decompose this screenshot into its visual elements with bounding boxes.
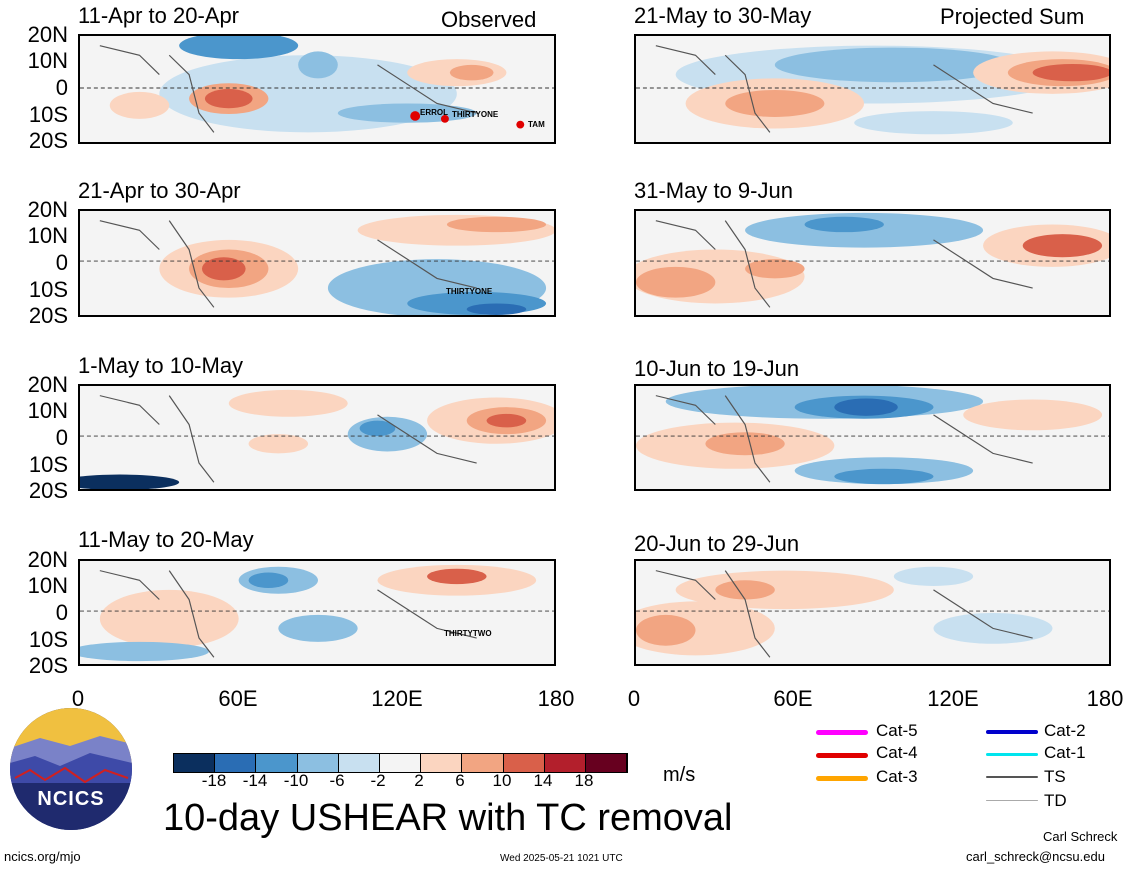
colorbar-cell bbox=[338, 754, 380, 772]
lat-label: 0 bbox=[55, 250, 68, 275]
colorbar-labels: -18 -14 -10 -6 -2 2 6 10 14 18 bbox=[173, 772, 626, 792]
lat-label: 10N bbox=[27, 573, 68, 598]
tc-label: TAM bbox=[528, 120, 545, 129]
lat-label: 10S bbox=[28, 452, 68, 477]
legend-swatch bbox=[986, 753, 1038, 756]
lat-label: 20S bbox=[28, 653, 68, 678]
colorbar-label: -18 bbox=[201, 771, 227, 790]
colorbar-label: -2 bbox=[370, 771, 386, 790]
legend-swatch bbox=[816, 753, 868, 758]
panel-title-4: 11-May to 20-May bbox=[78, 527, 254, 552]
map-panel-2: THIRTYONE bbox=[78, 209, 556, 317]
lat-label: 20N bbox=[27, 547, 68, 572]
tc-label: ERROL bbox=[420, 108, 448, 117]
lon-label: 0 bbox=[627, 686, 641, 711]
colorbar bbox=[173, 753, 628, 773]
lat-label: 10N bbox=[27, 223, 68, 248]
lon-label: 0 bbox=[71, 686, 85, 711]
colorbar-label: 10 bbox=[492, 771, 512, 790]
lat-label: 0 bbox=[55, 75, 68, 100]
footer-timestamp: Wed 2025-05-21 1021 UTC bbox=[500, 853, 623, 864]
panel-title-7: 10-Jun to 19-Jun bbox=[634, 356, 800, 381]
lon-label: 60E bbox=[773, 686, 813, 711]
colorbar-cell bbox=[585, 754, 628, 772]
map-panel-6 bbox=[634, 209, 1111, 317]
legend-swatch bbox=[986, 800, 1038, 801]
panel-title-8: 20-Jun to 29-Jun bbox=[634, 531, 800, 556]
colorbar-cell bbox=[421, 754, 463, 772]
lat-label: 10S bbox=[28, 102, 68, 127]
colorbar-label: -6 bbox=[329, 771, 345, 790]
panel-title-6: 31-May to 9-Jun bbox=[634, 178, 793, 203]
lon-label: 180 bbox=[1086, 686, 1124, 711]
panel-title-1: 11-Apr to 20-Apr bbox=[78, 3, 240, 28]
map-panel-7 bbox=[634, 384, 1111, 491]
logo-text: NCICS bbox=[37, 788, 105, 810]
colorbar-cell bbox=[503, 754, 545, 772]
colorbar-label: -14 bbox=[242, 771, 268, 790]
footer-author: Carl Schreck bbox=[1043, 829, 1118, 844]
legend-label: Cat-4 bbox=[876, 743, 918, 762]
footer-email[interactable]: carl_schreck@ncsu.edu bbox=[966, 849, 1105, 864]
tc-label: THIRTYTWO bbox=[444, 629, 492, 638]
colorbar-cell bbox=[462, 754, 504, 772]
lat-label: 20N bbox=[27, 22, 68, 47]
lat-label: 0 bbox=[55, 425, 68, 450]
footer-url[interactable]: ncics.org/mjo bbox=[4, 849, 81, 864]
colorbar-cell bbox=[297, 754, 339, 772]
lon-label: 180 bbox=[537, 686, 575, 711]
projected-label: Projected Sum bbox=[940, 4, 1085, 29]
lat-label: 20N bbox=[27, 197, 68, 222]
legend-label: Cat-5 bbox=[876, 721, 918, 740]
tc-label: THIRTYONE bbox=[446, 287, 493, 296]
legend-swatch bbox=[986, 730, 1038, 734]
panel-title-5: 21-May to 30-May bbox=[634, 3, 812, 28]
legend-label: TS bbox=[1044, 767, 1066, 786]
panel-title-3: 1-May to 10-May bbox=[78, 353, 244, 378]
lat-label: 20N bbox=[27, 372, 68, 397]
lon-label: 60E bbox=[218, 686, 258, 711]
colorbar-cell bbox=[174, 754, 216, 772]
main-title: 10-day USHEAR with TC removal bbox=[163, 797, 733, 839]
lat-label: 0 bbox=[55, 600, 68, 625]
legend-label: TD bbox=[1044, 791, 1067, 810]
legend-label: Cat-3 bbox=[876, 767, 918, 786]
units-label: m/s bbox=[663, 764, 696, 786]
lat-label: 10S bbox=[28, 627, 68, 652]
legend-label: Cat-1 bbox=[1044, 743, 1086, 762]
colorbar-cell bbox=[544, 754, 586, 772]
lon-label: 120E bbox=[371, 686, 423, 711]
map-panel-4: THIRTYTWO bbox=[78, 559, 556, 666]
colorbar-label: -10 bbox=[283, 771, 309, 790]
lat-label: 20S bbox=[28, 478, 68, 503]
colorbar-label: 14 bbox=[533, 771, 553, 790]
map-panel-3 bbox=[78, 384, 556, 491]
lat-label: 10S bbox=[28, 277, 68, 302]
map-panel-1: ERROL THIRTYONE TAM bbox=[78, 34, 556, 144]
panel-title-2: 21-Apr to 30-Apr bbox=[78, 178, 241, 203]
lat-label: 20S bbox=[28, 303, 68, 328]
colorbar-label: 6 bbox=[455, 771, 465, 790]
tc-label: THIRTYONE bbox=[452, 110, 499, 119]
lat-label: 10N bbox=[27, 48, 68, 73]
lat-label: 10N bbox=[27, 398, 68, 423]
map-panel-8 bbox=[634, 559, 1111, 666]
colorbar-label: 18 bbox=[574, 771, 594, 790]
lon-label: 120E bbox=[927, 686, 979, 711]
lat-label: 20S bbox=[28, 128, 68, 153]
legend-swatch bbox=[986, 776, 1038, 778]
ncics-logo: NCICS bbox=[10, 708, 132, 830]
colorbar-cell bbox=[256, 754, 298, 772]
legend-label: Cat-2 bbox=[1044, 721, 1086, 740]
map-panel-5 bbox=[634, 34, 1111, 144]
colorbar-label: 2 bbox=[414, 771, 424, 790]
colorbar-cell bbox=[379, 754, 422, 772]
legend-swatch bbox=[816, 776, 868, 781]
colorbar-cell bbox=[215, 754, 257, 772]
tc-legend: Cat-5 Cat-4 Cat-3 Cat-2 Cat-1 TS TD bbox=[816, 722, 1116, 812]
legend-swatch bbox=[816, 730, 868, 735]
observed-label: Observed bbox=[441, 7, 537, 32]
